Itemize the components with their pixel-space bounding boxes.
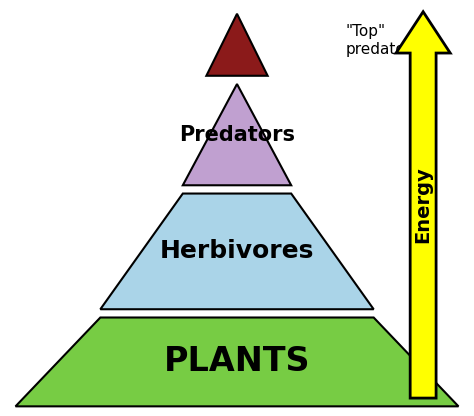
Text: Herbivores: Herbivores — [160, 239, 314, 263]
Text: Predators: Predators — [179, 125, 295, 145]
FancyArrow shape — [396, 12, 450, 398]
Text: Energy: Energy — [414, 166, 433, 243]
Text: "Top"
predators: "Top" predators — [346, 25, 419, 57]
Text: PLANTS: PLANTS — [164, 345, 310, 379]
Polygon shape — [100, 193, 374, 309]
Polygon shape — [183, 84, 291, 185]
Polygon shape — [16, 317, 458, 406]
Polygon shape — [206, 14, 268, 76]
